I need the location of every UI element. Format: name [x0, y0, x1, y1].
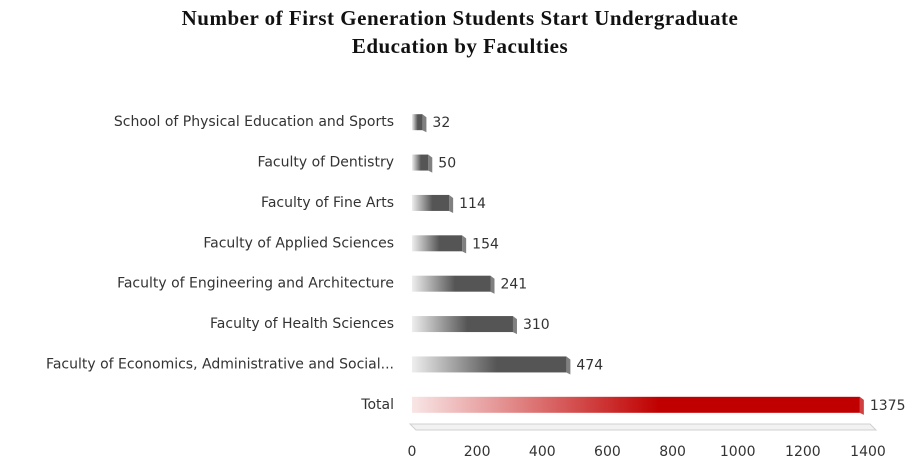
y-tick-label: Faculty of Health Sciences: [210, 316, 394, 332]
bar-side: [449, 194, 454, 213]
y-tick-label: Faculty of Economics, Administrative and…: [46, 356, 394, 372]
y-tick-label: Faculty of Dentistry: [258, 155, 394, 171]
bar-side: [859, 396, 864, 415]
y-tick-label: Total: [360, 397, 394, 413]
bar-side: [566, 356, 571, 375]
x-tick-label: 400: [529, 444, 556, 460]
x-tick-label: 1000: [720, 444, 756, 460]
x-tick-label: 0: [408, 444, 417, 460]
bar: [412, 396, 860, 413]
data-label: 32: [432, 115, 450, 131]
x-tick-label: 600: [594, 444, 621, 460]
y-tick-label: School of Physical Education and Sports: [114, 114, 394, 130]
bar-side: [422, 114, 427, 133]
x-tick-label: 800: [659, 444, 686, 460]
bar-side: [428, 154, 433, 173]
bar-side: [512, 316, 517, 335]
bar: [412, 194, 450, 211]
data-label: 114: [459, 196, 486, 212]
data-label: 474: [576, 357, 603, 373]
y-tick-label: Faculty of Engineering and Architecture: [117, 276, 394, 292]
bar: [412, 356, 567, 373]
chart-title: Education by Faculties: [352, 34, 568, 58]
floor: [408, 423, 878, 431]
bar: [412, 235, 463, 252]
data-label: 241: [500, 277, 527, 293]
data-label: 1375: [870, 398, 906, 414]
x-tick-label: 200: [464, 444, 491, 460]
y-tick-label: Faculty of Applied Sciences: [203, 235, 394, 251]
bar-side: [490, 275, 495, 294]
bar: [412, 154, 429, 171]
x-tick-label: 1200: [785, 444, 821, 460]
x-tick-label: 1400: [850, 444, 886, 460]
bar: [412, 275, 491, 292]
bar: [412, 316, 513, 333]
bar: [412, 114, 423, 131]
bar-side: [462, 235, 467, 254]
data-label: 154: [472, 236, 499, 252]
data-label: 310: [523, 317, 550, 333]
y-tick-label: Faculty of Fine Arts: [261, 195, 394, 211]
chart-title: Number of First Generation Students Star…: [182, 6, 739, 30]
data-label: 50: [438, 156, 456, 172]
